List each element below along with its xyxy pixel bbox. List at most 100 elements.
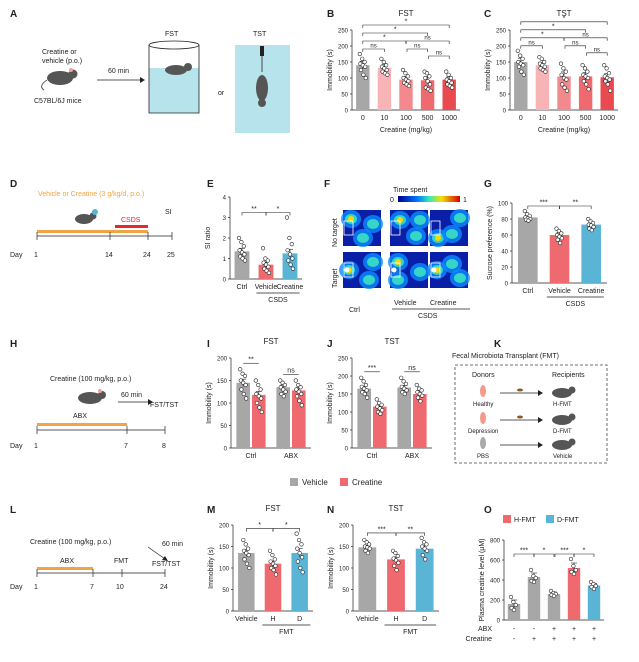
chart-title: TST — [388, 504, 403, 513]
panel-i-label: I — [207, 339, 210, 350]
panel-h-regimen: Creatine (100 mg/kg, p.o.) — [50, 376, 131, 383]
legend-min: 0 — [390, 197, 394, 204]
significance-bracket — [520, 45, 543, 49]
x-tick-label: 0 — [361, 115, 365, 122]
y-tick-label: 80 — [501, 217, 508, 223]
data-point — [423, 557, 428, 562]
data-point — [357, 51, 362, 57]
legend-swatch-vehicle — [290, 478, 298, 486]
y-tick-label: 250 — [496, 28, 507, 34]
group-label: FMT — [403, 629, 418, 636]
data-point — [239, 387, 244, 392]
data-point — [606, 71, 612, 76]
data-point — [585, 69, 590, 74]
data-point — [589, 228, 594, 233]
data-point — [585, 75, 591, 81]
data-point — [287, 235, 292, 241]
y-tick-label: 200 — [338, 44, 349, 50]
data-point — [299, 403, 304, 408]
data-point — [270, 552, 275, 558]
tail-suspension-icon — [235, 45, 290, 133]
significance-bracket — [362, 32, 428, 36]
heatmap-cell-r0-c1 — [390, 210, 430, 246]
data-point — [423, 75, 428, 81]
chart-title: TST — [556, 9, 571, 18]
data-point — [559, 236, 565, 241]
data-point — [242, 252, 247, 257]
bar-creatine-ctrl — [373, 406, 387, 448]
y-tick-label: 200 — [496, 44, 507, 50]
significance-bracket — [362, 48, 385, 52]
row-sign: + — [552, 636, 556, 643]
data-point — [519, 69, 524, 74]
x-tick-label: Vehicle — [255, 284, 278, 291]
panel-d: D Vehicle or Creatine (3 g/kg/d, p.o.) C… — [10, 179, 175, 259]
row-label: Creatine — [466, 636, 493, 643]
fmt-row-pbs: PBS Vehicle — [477, 437, 576, 460]
legend-vehicle: Vehicle — [302, 478, 328, 487]
data-point — [380, 408, 385, 413]
chart-o: 0 200 400 600 800 Plasma creatine level (μM) A… — [466, 538, 604, 643]
data-point — [384, 67, 389, 73]
legend-d-fmt: D-FMT — [557, 517, 579, 524]
data-point — [392, 563, 397, 568]
bar-vehicle-ctrl — [357, 388, 371, 448]
significance-bracket — [520, 21, 608, 25]
significance-bracket — [265, 212, 291, 216]
data-point — [246, 552, 251, 558]
data-point — [294, 531, 299, 536]
data-point — [374, 397, 379, 402]
panel-a-label: A — [10, 9, 17, 20]
data-point — [259, 409, 264, 415]
x-tick-label: 500 — [580, 115, 592, 122]
panel-l-d10: 10 — [116, 584, 124, 591]
data-point — [562, 85, 567, 90]
data-point — [299, 391, 304, 397]
col-label-vehicle: Vehicle — [394, 300, 417, 307]
data-point — [243, 542, 248, 547]
row-sign: + — [532, 636, 536, 643]
y-axis-label: Immobility (s) — [208, 547, 215, 589]
data-point — [539, 56, 544, 61]
row-sign: - — [533, 626, 536, 633]
chart-j: 0 50 100 150 200 250 Immobility (s) TST Ctrl *** A… — [327, 337, 432, 460]
bar-vehicle-abx — [397, 387, 411, 448]
significance-label: ns — [594, 47, 600, 53]
data-point — [239, 240, 244, 245]
data-point — [284, 215, 290, 220]
data-point — [259, 396, 264, 401]
panel-o-label: O — [484, 505, 492, 516]
data-point — [271, 568, 276, 573]
panel-h-d7: 7 — [124, 443, 128, 450]
panel-j-label: J — [327, 339, 333, 350]
data-point — [242, 557, 247, 562]
data-point — [242, 373, 248, 379]
donor-depression: Depression — [468, 429, 498, 435]
x-tick-label: Vehicle — [356, 616, 379, 623]
data-point — [298, 385, 303, 390]
panel-a-drug-line2: vehicle (p.o.) — [42, 58, 82, 65]
donor-healthy: Healthy — [473, 402, 493, 408]
x-tick-label: 1000 — [441, 115, 457, 122]
y-axis-label: Sucrose preference (%) — [487, 206, 494, 280]
legend-max: 1 — [463, 197, 467, 204]
chart-title: FST — [265, 504, 280, 513]
significance-label: ns — [370, 44, 376, 50]
data-point — [236, 235, 242, 241]
significance-label: ** — [248, 356, 254, 363]
group-label: CSDS — [566, 301, 586, 308]
significance-bracket — [559, 205, 592, 209]
y-axis-label: SI ratio — [205, 227, 212, 249]
chart-c: 0 50 100 150 200 250 Immobility (s) TST 0 10 100 50… — [485, 9, 618, 134]
data-point — [241, 537, 246, 543]
data-point — [246, 546, 251, 551]
significance-bracket — [395, 532, 425, 536]
data-point — [531, 579, 537, 585]
y-tick-label: 150 — [219, 545, 230, 551]
data-point — [406, 79, 411, 84]
heatmap-cell-r0-c0 — [341, 210, 383, 247]
x-tick-label: Vehicle — [235, 616, 258, 623]
data-point — [511, 607, 517, 613]
y-tick-label: 100 — [496, 76, 507, 82]
data-point — [360, 56, 365, 61]
